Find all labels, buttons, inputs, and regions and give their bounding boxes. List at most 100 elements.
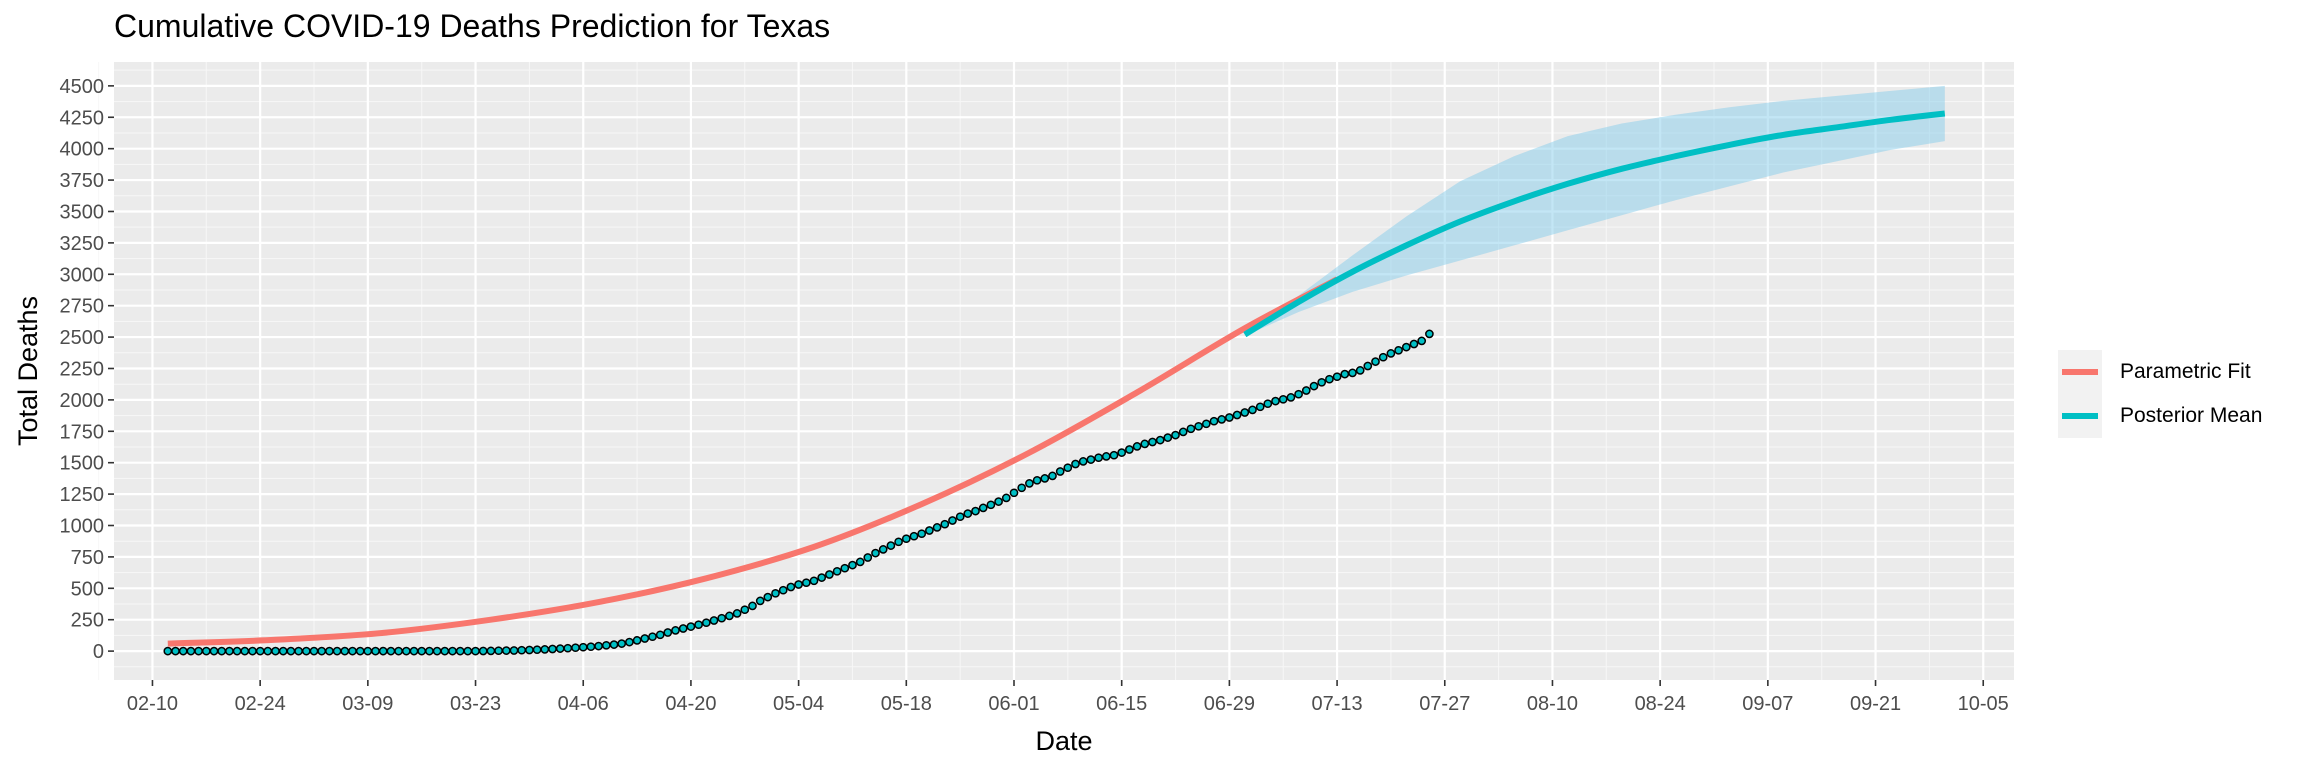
observed-point <box>632 636 642 645</box>
observed-point <box>1086 455 1096 464</box>
y-tick-label: 1750 <box>60 421 105 443</box>
observed-point <box>532 645 542 655</box>
legend-swatch-posterior-mean <box>2062 413 2098 419</box>
observed-point <box>1171 430 1180 440</box>
observed-point <box>548 644 557 654</box>
observed-point <box>494 646 503 656</box>
x-tick-label: 03-09 <box>342 693 393 715</box>
observed-point <box>1417 336 1427 346</box>
observed-point <box>894 537 903 547</box>
observed-point <box>994 497 1003 506</box>
x-tick-label: 04-20 <box>665 693 716 715</box>
observed-point <box>740 605 750 615</box>
observed-point <box>1401 342 1411 352</box>
chart-title: Cumulative COVID-19 Deaths Prediction fo… <box>114 8 831 44</box>
observed-point <box>432 646 442 656</box>
observed-point <box>1309 381 1319 391</box>
observed-point <box>1378 352 1388 362</box>
x-tick-label: 05-18 <box>881 693 932 715</box>
observed-point <box>663 628 673 637</box>
x-tick-label: 07-27 <box>1419 693 1470 715</box>
observed-point <box>455 646 465 656</box>
credible-band-layer <box>1244 85 1945 336</box>
observed-point <box>301 646 311 656</box>
observed-point <box>1394 345 1403 355</box>
observed-point <box>194 646 203 656</box>
y-tick-label: 2750 <box>60 296 105 318</box>
observed-point <box>971 506 980 516</box>
y-tick-label: 250 <box>71 610 104 632</box>
observed-point <box>1363 361 1373 371</box>
observed-point <box>386 646 396 656</box>
x-tick-label: 08-24 <box>1635 693 1686 715</box>
observed-point <box>355 646 365 656</box>
observed-point <box>809 576 819 586</box>
observed-point <box>1340 369 1350 379</box>
observed-point <box>1278 394 1288 404</box>
observed-point <box>1355 366 1365 375</box>
observed-point <box>440 646 450 656</box>
observed-point <box>594 641 603 651</box>
observed-point <box>1317 377 1327 387</box>
observed-point <box>332 646 342 656</box>
observed-point <box>601 640 611 650</box>
observed-point <box>217 646 227 656</box>
observed-point <box>1048 471 1057 481</box>
observed-point <box>732 609 742 618</box>
observed-point <box>501 646 511 655</box>
observed-point <box>1017 483 1027 493</box>
observed-point <box>1209 416 1219 426</box>
y-tick-label: 4250 <box>60 107 105 129</box>
observed-point <box>1001 493 1011 503</box>
y-tick-label: 3500 <box>60 201 105 223</box>
observed-point <box>325 646 334 656</box>
observed-point <box>378 646 388 656</box>
observed-point <box>186 646 196 656</box>
observed-point <box>640 634 650 643</box>
observed-point <box>1263 399 1273 409</box>
observed-point <box>948 516 957 525</box>
observed-point <box>1425 329 1434 339</box>
x-tick-label: 02-24 <box>235 693 286 715</box>
legend-key <box>2058 350 2102 394</box>
observed-point <box>517 645 527 655</box>
observed-point <box>586 642 596 652</box>
observed-point <box>448 646 457 656</box>
observed-point <box>363 646 373 656</box>
observed-point <box>671 626 680 635</box>
observed-point <box>178 646 188 656</box>
posterior-credible-band <box>1244 85 1945 336</box>
observed-point <box>1386 349 1396 358</box>
observed-point <box>1117 448 1127 457</box>
y-tick-label: 0 <box>93 641 104 663</box>
observed-point <box>978 503 988 513</box>
observed-point <box>478 646 488 656</box>
observed-point <box>940 519 950 529</box>
observed-point <box>1032 475 1042 485</box>
observed-point <box>555 644 565 653</box>
observed-point <box>309 646 319 656</box>
x-tick-label: 03-23 <box>450 693 501 715</box>
y-tick-label: 3000 <box>60 264 105 286</box>
legend-item-parametric-fit: Parametric Fit <box>2058 350 2304 394</box>
observed-point <box>1325 374 1334 384</box>
x-tick-label: 08-10 <box>1527 693 1578 715</box>
x-tick-label: 02-10 <box>127 693 178 715</box>
y-tick-label: 500 <box>71 578 104 600</box>
observed-point <box>1101 452 1111 461</box>
observed-point <box>1132 442 1142 451</box>
observed-point <box>232 646 242 656</box>
parametric-fit-line <box>167 276 1339 647</box>
observed-point <box>1194 421 1203 431</box>
observed-point <box>563 643 573 653</box>
observed-point <box>340 646 350 656</box>
observed-point <box>317 646 327 656</box>
observed-point <box>917 529 927 539</box>
observed-point <box>278 646 288 656</box>
observed-point <box>725 611 734 621</box>
observed-point <box>878 545 888 554</box>
observed-point <box>1109 450 1119 460</box>
observed-point <box>678 624 688 633</box>
observed-point <box>786 582 796 592</box>
